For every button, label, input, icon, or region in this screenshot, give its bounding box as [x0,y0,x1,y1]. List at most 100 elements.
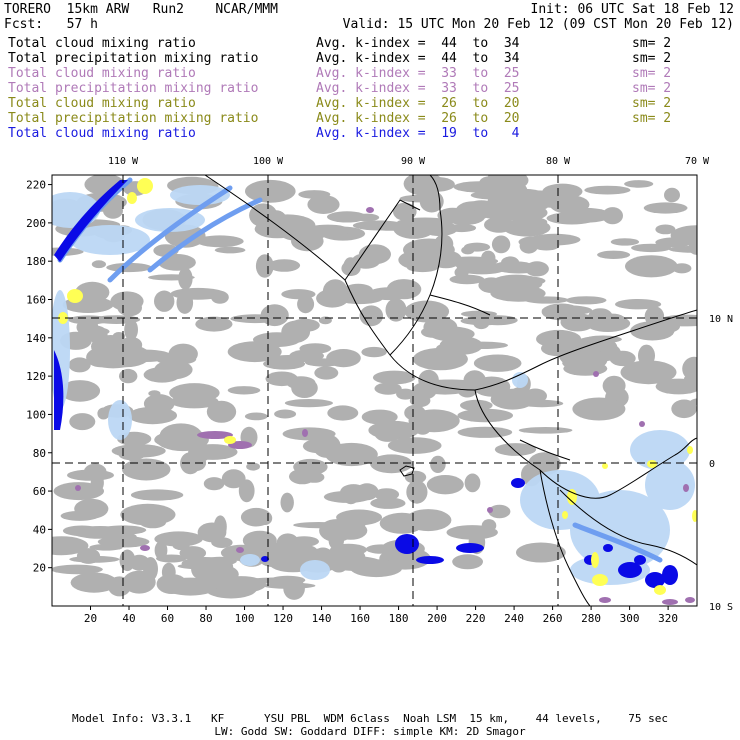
cloud-field-light-blue [52,185,695,585]
legend-row: Total cloud mixing ratio Avg. k-index = 3… [8,66,728,81]
legend-k-index: Avg. k-index = 44 to 34 [316,51,520,66]
cloud-blob-gray [518,427,573,434]
cloud-blob-gray [246,462,260,471]
legend-field-name: Total precipitation mixing ratio [8,51,259,66]
y-tick-label: 120 [26,370,46,383]
cloud-blob-gray [211,290,229,304]
cloud-blob-yellow [127,192,137,204]
cloud-blob-gray [668,245,697,253]
cloud-blob-gray [260,304,289,327]
x-tick-label: 200 [427,612,447,625]
cloud-blob-gray [68,357,91,373]
cloud-blob-purple [140,545,150,551]
cloud-blob-gray [350,559,403,578]
cloud-blob-gray [112,332,126,341]
cloud-blob-gray [354,213,380,222]
cloud-blob-gray [214,246,246,254]
cloud-blob-yellow [602,463,608,469]
cloud-blob-gray [163,577,218,596]
x-tick-label: 140 [312,612,332,625]
cloud-blob-yellow [692,510,697,522]
cloud-blob-purple [593,371,599,377]
yucatan-caribbean-coast [389,175,443,356]
cloud-blob-gray [148,390,161,397]
cloud-blob-gray [473,354,522,372]
longitude-label: 80 W [546,156,571,167]
cloud-blob-gray [196,235,244,248]
cloud-blob-gray [118,449,146,461]
forecast-hour: Fcst: 57 h [4,17,98,32]
x-tick-label: 240 [504,612,524,625]
x-tick-label: 80 [199,612,212,625]
colombia-caribbean-coast [539,437,697,499]
cloud-blob-gray [352,220,406,231]
cloud-blob-gray [179,546,207,560]
cloud-blob-purple [487,507,493,513]
cloud-blob-purple [228,441,252,449]
cloud-blob-gray [325,442,378,467]
x-tick-label: 260 [543,612,563,625]
cloud-blob-gray [520,399,564,408]
cloud-blob-gray [284,399,333,408]
cloud-blob-gray [154,541,168,560]
cloud-blob-gray [89,544,123,551]
cloud-blob-gray [374,425,401,442]
legend-row: Total cloud mixing ratio Avg. k-index = 2… [8,96,728,111]
cloud-blob-gray [122,458,171,481]
legend-row: Total precipitation mixing ratio Avg. k-i… [8,51,728,66]
cloud-field-yellow [58,178,697,595]
cloud-blob-gray [370,497,406,509]
convective-cell-dark-blue [603,544,613,552]
cloud-blob-gray [130,489,184,501]
cloud-blob-gray [119,368,138,384]
convective-cell-dark-blue [416,556,444,564]
valid-time: Valid: 15 UTC Mon 20 Feb 12 (09 CST Mon … [342,17,734,32]
cloud-blob-gray [516,542,566,563]
convective-cell-dark-blue [511,478,525,488]
x-tick-label: 320 [658,612,678,625]
cloud-blob-gray [512,387,528,394]
longitude-label: 90 W [401,156,426,167]
cloud-blob-gray [91,260,106,269]
x-tick-label: 20 [84,612,97,625]
cloud-blob-gray [197,522,227,543]
jet-streak-3 [147,197,263,273]
cloud-blob-gray [334,521,368,540]
cloud-blob-gray [343,257,358,276]
cloud-blob-gray [387,437,442,454]
cloud-blob-gray [396,388,415,400]
y-tick-label: 60 [33,485,46,498]
cloud-blob-yellow [654,585,666,595]
graticule [52,175,697,606]
cloud-blob-purple [685,597,695,603]
cloud-blob-gray [655,378,697,395]
panama-colombia-border [519,439,571,461]
legend-smoothing: sm= 2 [632,51,672,66]
cloud-blob-gray [86,347,115,368]
cloud-blob-gray [372,370,416,385]
cloud-blob-gray [67,469,114,481]
latitude-label: 10 S [709,602,733,613]
cloud-blob-gray [359,305,384,327]
cloud-blob-gray [519,238,538,254]
legend-field-name: Total cloud mixing ratio [8,126,196,141]
cloud-blob-gray [340,484,367,500]
cloud-blob-gray [216,576,266,593]
cloud-blob-gray [452,554,483,570]
cloud-blob-gray [328,551,350,573]
convective-cell-dark-blue [645,572,665,588]
cloud-blob-gray [490,388,535,410]
cloud-blob-gray [597,250,631,259]
jet-streak-2 [107,185,233,283]
cloud-blob-purple [683,484,689,492]
cloud-blob-gray [305,224,351,237]
cloud-blob-gray [302,439,334,454]
cloud-blob-gray [620,360,677,385]
cloud-blob-gray [124,318,138,341]
jet-band-dark-blue [54,180,128,262]
cloud-blob-gray [293,522,344,529]
x-tick-label: 300 [620,612,640,625]
model-info-line2: LW: Godd SW: Goddard DIFF: simple KM: 2D… [214,725,526,738]
cloud-blob-gray [655,224,676,235]
init-time: Init: 06 UTC Sat 18 Feb 12 [530,2,735,17]
